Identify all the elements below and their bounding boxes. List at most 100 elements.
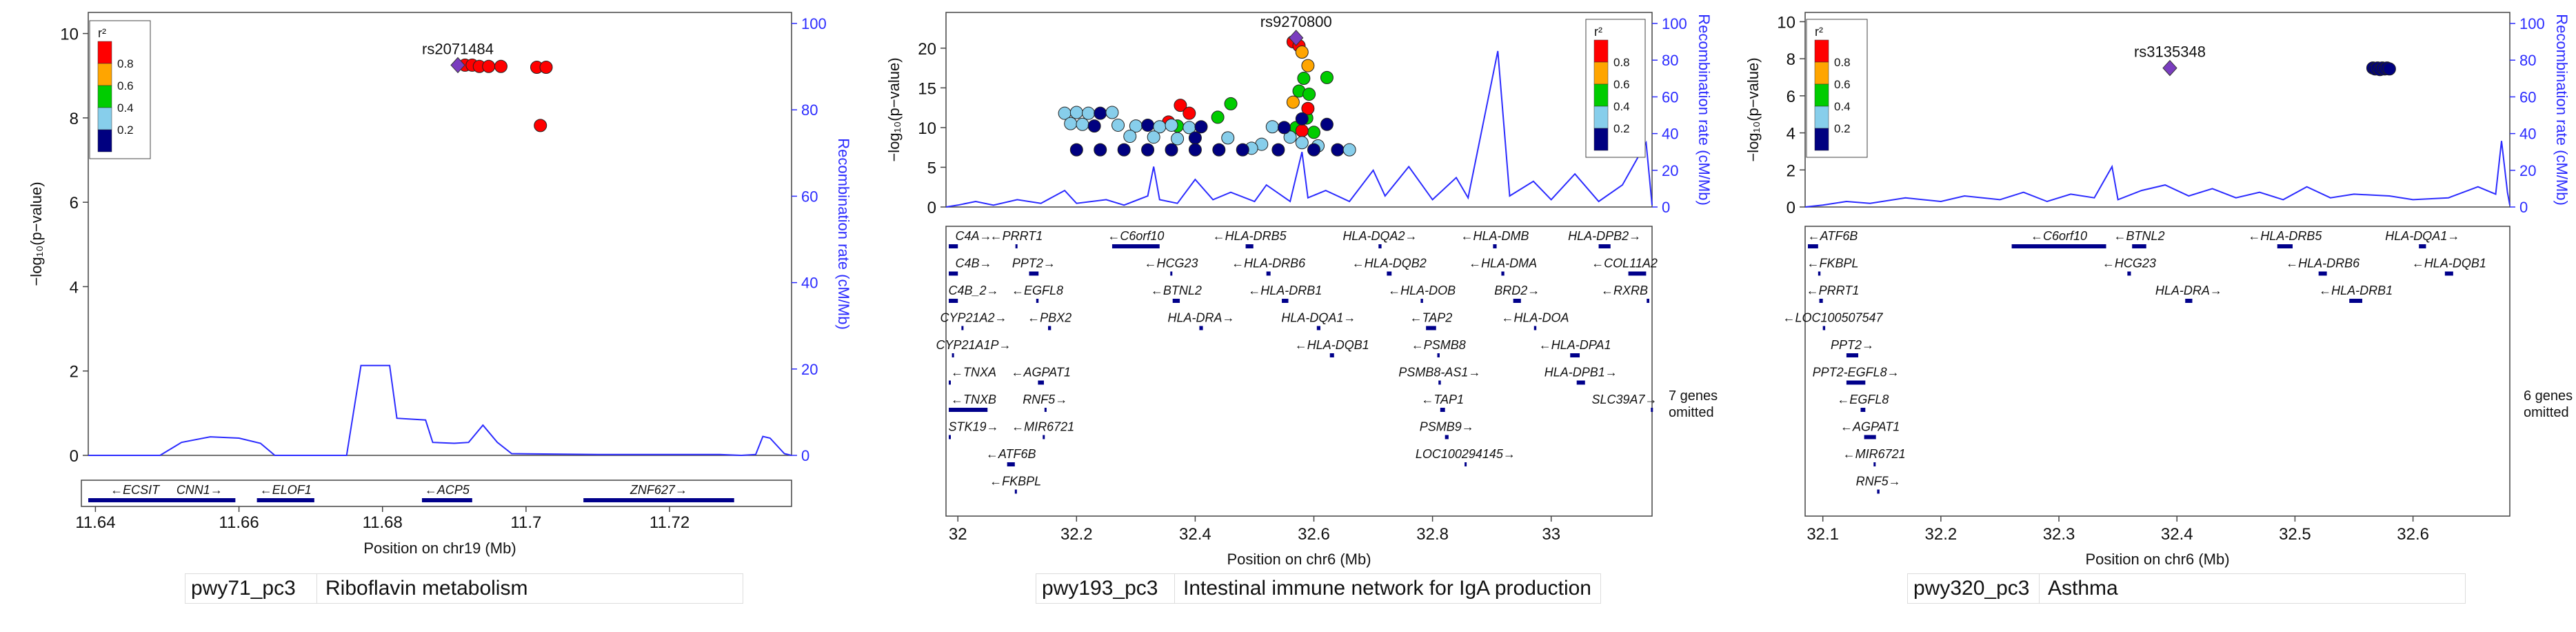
legend-swatch bbox=[1814, 128, 1829, 151]
x-axis-label: Position on chr19 (Mb) bbox=[363, 540, 516, 557]
x-axis-label: Position on chr6 (Mb) bbox=[1227, 551, 1371, 568]
gene-body bbox=[1282, 299, 1289, 303]
gene-label: ←HLA-DQB2 bbox=[1352, 257, 1427, 270]
snp-point bbox=[1211, 110, 1225, 124]
y2-tick-label: 100 bbox=[1662, 15, 1687, 32]
gene-label: RNF5→ bbox=[1856, 475, 1901, 488]
snp-point bbox=[1295, 136, 1309, 150]
gene-body bbox=[1426, 326, 1436, 330]
snp-point bbox=[1069, 106, 1083, 119]
y-tick-label: 4 bbox=[70, 278, 79, 297]
gene-body bbox=[1015, 244, 1018, 248]
y-axis-label: −log₁₀(p−value) bbox=[1744, 57, 1762, 161]
gene-body bbox=[949, 271, 958, 276]
y-axis-label: −log₁₀(p−value) bbox=[28, 181, 45, 286]
gene-body bbox=[1316, 326, 1320, 330]
gene-label: HLA-DRA→ bbox=[2155, 284, 2222, 297]
snp-point bbox=[1286, 95, 1300, 109]
lead-snp-label: rs9270800 bbox=[1260, 13, 1332, 30]
gene-label: ←BTNL2 bbox=[2113, 229, 2164, 243]
x-tick-label: 32.8 bbox=[1416, 525, 1449, 544]
gene-body bbox=[1822, 326, 1826, 330]
snp-point bbox=[1123, 130, 1137, 144]
y-tick-label: 8 bbox=[70, 110, 79, 128]
gene-label: ←EGFL8 bbox=[1012, 284, 1063, 297]
snp-point bbox=[1188, 143, 1202, 157]
gene-label: ←ELOF1 bbox=[260, 483, 312, 497]
legend-swatch bbox=[1814, 106, 1829, 129]
gene-body bbox=[1818, 271, 1821, 276]
snp-point bbox=[1307, 143, 1321, 157]
gene-label: ←RXRB bbox=[1601, 284, 1648, 297]
legend-swatch bbox=[1593, 128, 1609, 151]
snp-point bbox=[1236, 143, 1249, 157]
gene-label: ←HCG23 bbox=[1145, 257, 1198, 270]
gene-label: ←HLA-DRB6 bbox=[1231, 257, 1306, 270]
snp-point bbox=[1141, 143, 1155, 157]
gene-label: RNF5→ bbox=[1023, 393, 1067, 406]
gene-body bbox=[1877, 489, 1880, 494]
legend-title: r² bbox=[1815, 25, 1823, 39]
snp-point bbox=[534, 119, 547, 132]
gene-label: ←ECSIT bbox=[110, 483, 161, 497]
gene-body bbox=[2318, 271, 2327, 276]
gene-body bbox=[1808, 244, 1818, 248]
gene-label: ←PRRT1 bbox=[1807, 284, 1860, 297]
snp-point bbox=[1212, 143, 1226, 157]
snp-point bbox=[1295, 46, 1309, 59]
gene-label: ←PBX2 bbox=[1027, 311, 1071, 325]
legend-tick-label: 0.8 bbox=[1834, 56, 1851, 69]
gene-body bbox=[1437, 353, 1440, 357]
x-tick-label: 32.1 bbox=[1807, 525, 1839, 544]
legend-tick-label: 0.6 bbox=[1834, 78, 1851, 91]
gene-track-frame bbox=[945, 226, 1653, 517]
snp-point bbox=[1141, 118, 1155, 132]
x-tick-label: 32.4 bbox=[1179, 525, 1211, 544]
gene-body bbox=[1533, 326, 1537, 330]
y-tick-label: 10 bbox=[60, 26, 79, 44]
legend-swatch bbox=[97, 129, 112, 152]
gene-label: ←HLA-DRB5 bbox=[1213, 229, 1287, 243]
legend-swatch bbox=[1814, 39, 1829, 63]
gene-label: ←HLA-DQB1 bbox=[1295, 338, 1369, 352]
legend-tick-label: 0.8 bbox=[1613, 56, 1630, 69]
gene-label: ←ATF6B bbox=[1808, 229, 1858, 243]
gene-body bbox=[1266, 271, 1271, 276]
snp-point bbox=[1171, 132, 1185, 146]
gene-body bbox=[1440, 408, 1445, 412]
snp-point bbox=[1301, 59, 1315, 72]
legend-tick-label: 0.2 bbox=[117, 124, 134, 137]
legend-swatch bbox=[1814, 61, 1829, 85]
y-tick-label: 10 bbox=[1777, 13, 1795, 32]
x-tick-label: 32.2 bbox=[1060, 525, 1093, 544]
x-tick-label: 11.72 bbox=[650, 513, 690, 532]
legend-tick-label: 0.6 bbox=[1613, 78, 1630, 91]
y2-tick-label: 60 bbox=[801, 188, 818, 205]
gene-body bbox=[1860, 408, 1866, 412]
gene-body bbox=[1170, 271, 1173, 276]
gene-body bbox=[2132, 244, 2146, 248]
plot-frame bbox=[945, 12, 1653, 208]
x-tick-label: 32 bbox=[949, 525, 967, 544]
gene-label: ←PRRT1 bbox=[990, 229, 1043, 243]
gene-body bbox=[163, 498, 236, 502]
snp-point bbox=[1087, 119, 1101, 133]
x-tick-label: 32.2 bbox=[1925, 525, 1958, 544]
y-tick-label: 6 bbox=[1787, 88, 1795, 106]
gene-label: ←HLA-DQB1 bbox=[2412, 257, 2486, 270]
x-axis-label: Position on chr6 (Mb) bbox=[2085, 551, 2229, 568]
gene-body bbox=[1007, 462, 1015, 466]
gene-label: ←HCG23 bbox=[2102, 257, 2156, 270]
y2-tick-label: 20 bbox=[1662, 162, 1678, 179]
snp-point bbox=[1224, 97, 1238, 110]
y-tick-label: 6 bbox=[70, 194, 79, 213]
snp-point bbox=[1277, 121, 1291, 135]
lead-snp-marker bbox=[1289, 30, 1304, 46]
gene-label: C4A→ bbox=[955, 229, 992, 243]
snp-point bbox=[1188, 131, 1202, 145]
gene-body bbox=[1043, 435, 1045, 440]
gene-body bbox=[1420, 299, 1423, 303]
legend-tick-label: 0.6 bbox=[117, 79, 134, 92]
gene-label: ←TNXA bbox=[951, 366, 996, 379]
gene-body bbox=[949, 299, 958, 303]
